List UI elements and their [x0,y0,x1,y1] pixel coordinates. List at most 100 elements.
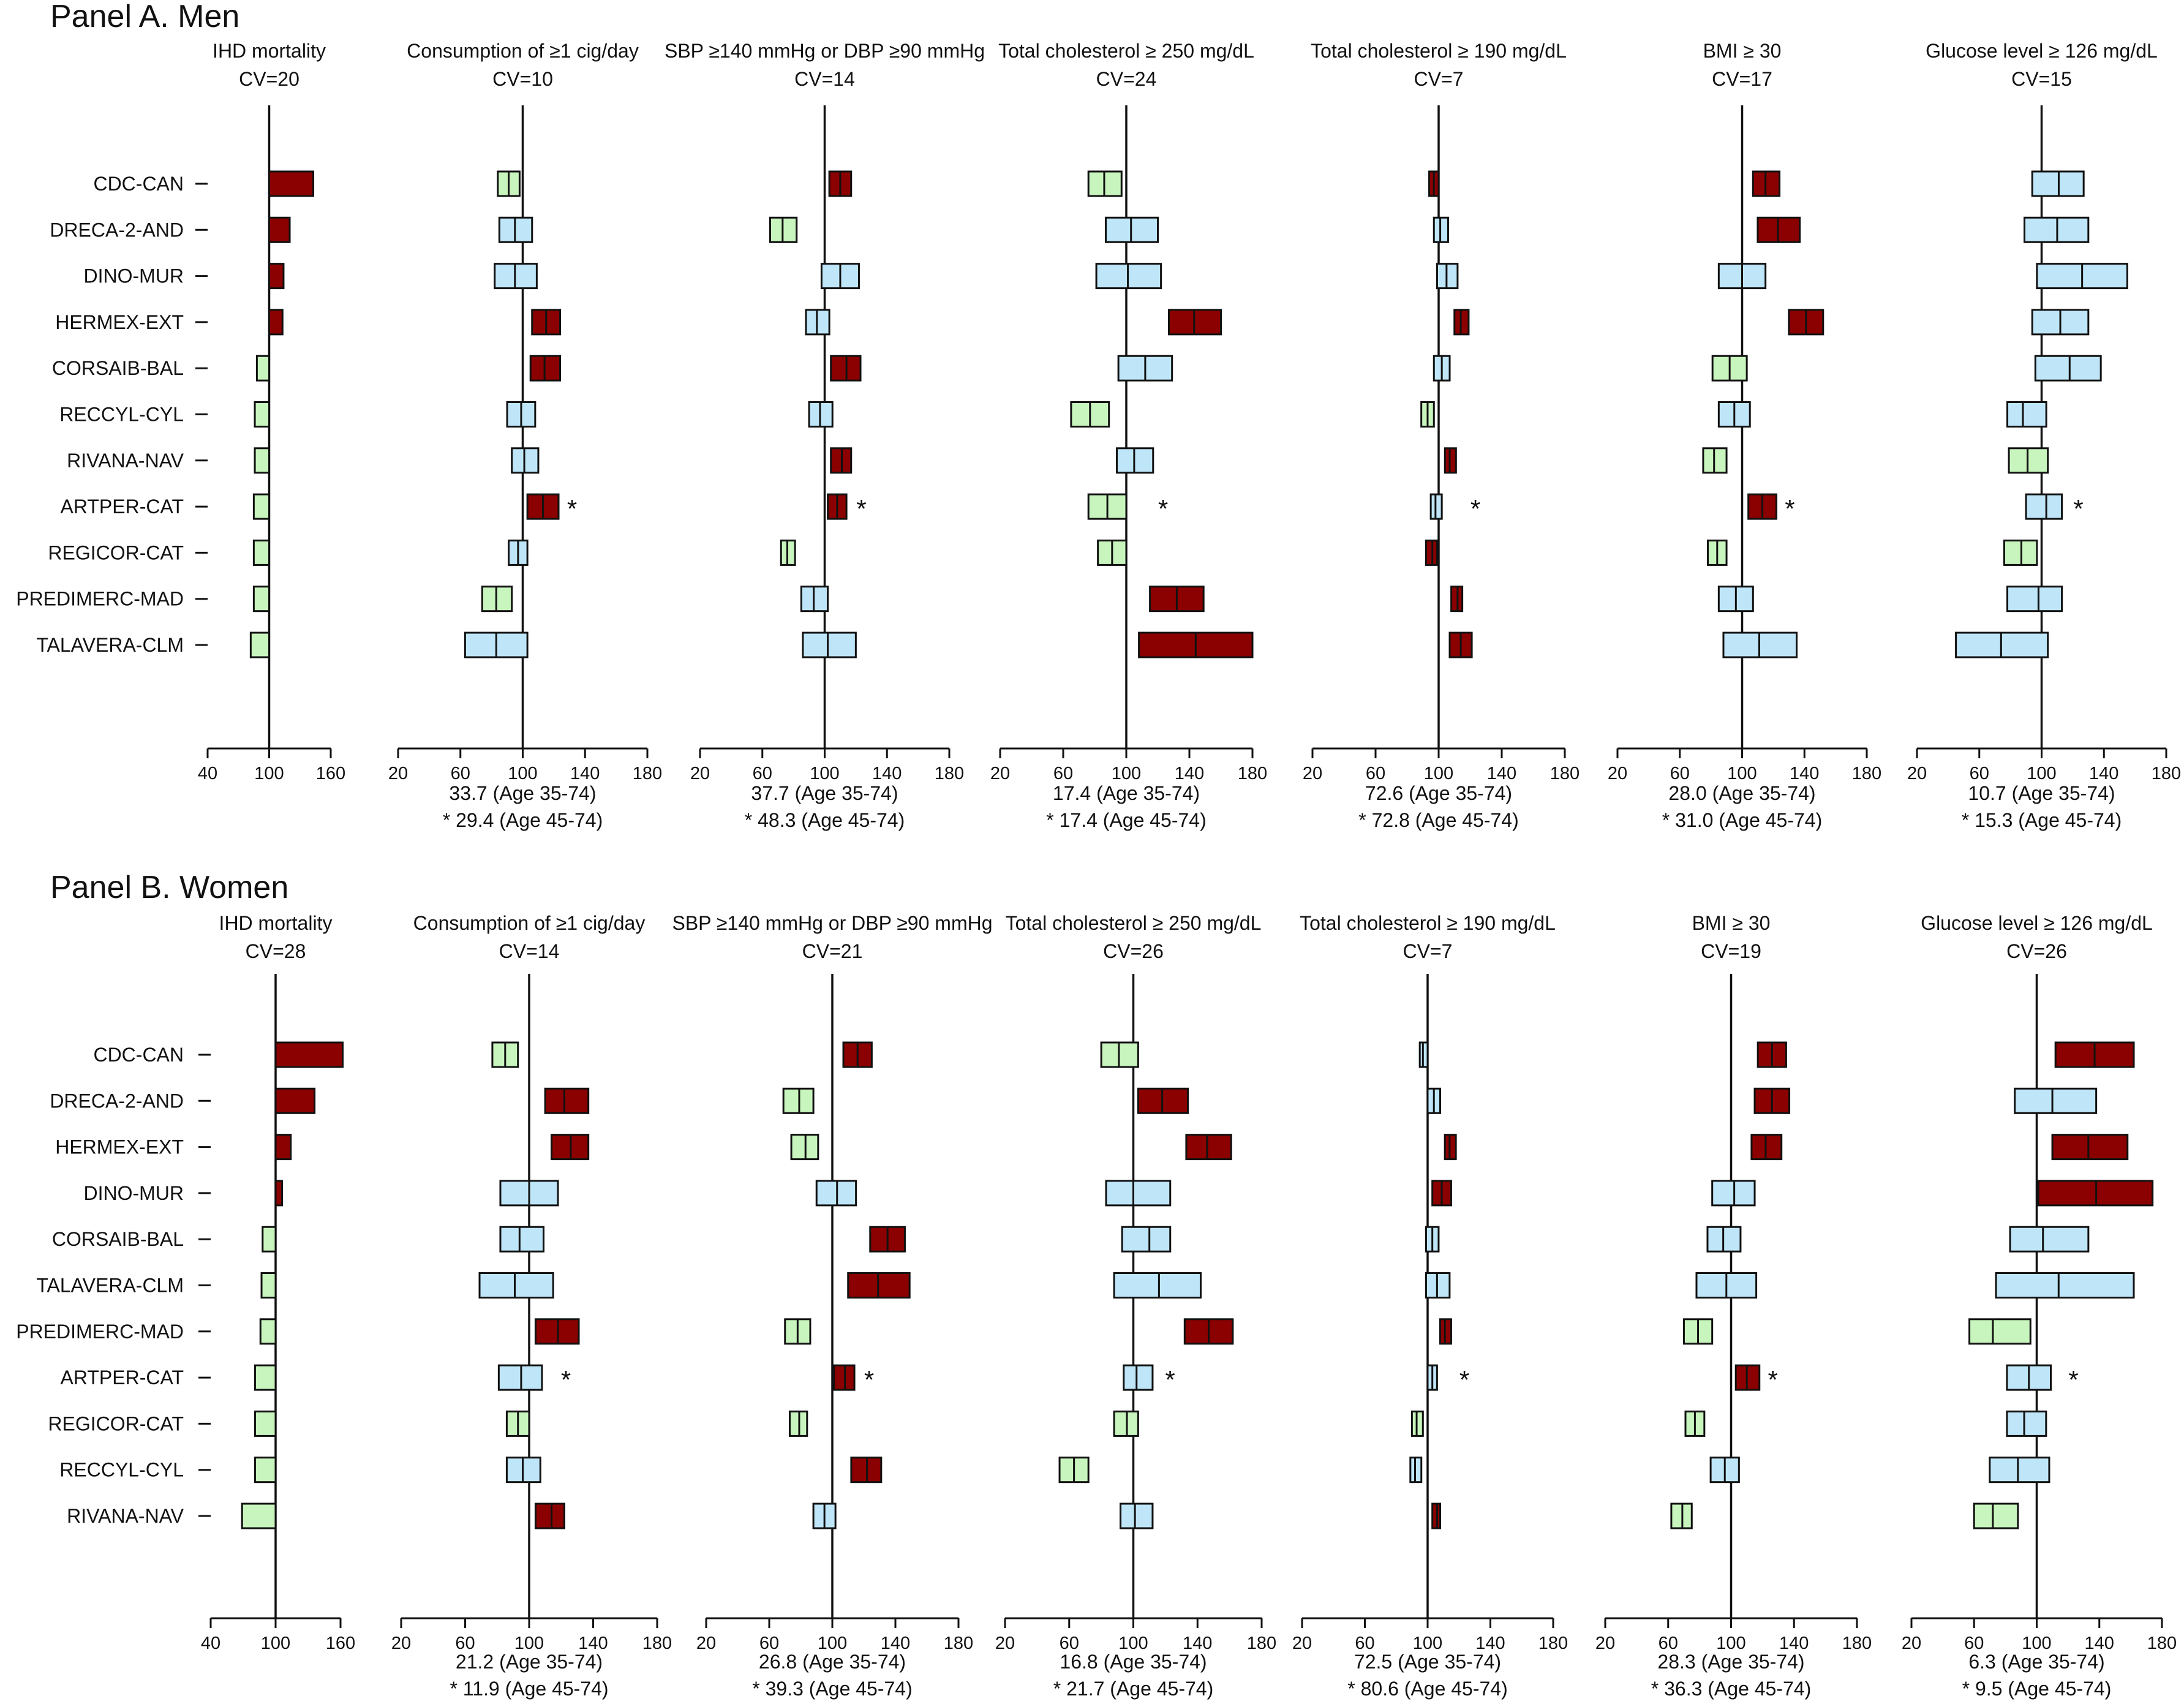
chart-1-men: IHD mortality CV=20 40 100 160 [195,40,345,783]
prevalence-note-45-74: * 17.4 (Age 45-74) [1046,809,1207,831]
bar-rivana-nav [254,447,270,474]
prevalence-note-35-74: 26.8 (Age 35-74) [759,1651,906,1673]
x-tick-label: 180 [1852,764,1881,783]
x-tick-label: 60 [1060,1634,1079,1653]
star-marker: * [1785,494,1794,523]
chart-title: IHD mortality [219,912,333,934]
x-tick-label: 140 [2085,1634,2114,1653]
x-tick-label: 60 [753,764,772,783]
chart-cv: CV=26 [2006,940,2067,962]
prevalence-note-45-74: * 39.3 (Age 45-74) [752,1678,913,1700]
prevalence-note-35-74: 10.7 (Age 35-74) [1968,782,2115,804]
x-tick-label: 100 [508,764,537,783]
row-label-artper-cat: ARTPER-CAT [61,1367,184,1389]
chart-2-women: Consumption of ≥1 cig/day CV=14 20 60 100 140… [391,912,672,1700]
x-tick-label: 180 [1550,764,1580,783]
x-tick-label: 160 [316,764,345,783]
bar-predimerc-mad [259,1318,277,1345]
x-tick-label: 60 [1366,764,1385,783]
bar-talavera-clm [1113,1272,1202,1299]
chart-3-men: SBP ≥140 mmHg or DBP ≥90 mmHg CV=14 20 60 10… [665,40,985,831]
row-label-talavera-clm: TALAVERA-CLM [36,1275,184,1297]
row-label-cdc-can: CDC-CAN [93,1044,184,1066]
row-label-reccyl-cyl: RECCYL-CYL [59,1459,184,1481]
x-tick-label: 20 [1608,764,1627,783]
x-tick-label: 140 [1487,764,1516,783]
chart-title: Total cholesterol ≥ 190 mg/dL [1311,40,1567,62]
bar-artper-cat [2025,493,2063,520]
bar-reccyl-cyl [254,401,270,428]
chart-cv: CV=28 [246,940,306,962]
row-label-corsaib-bal: CORSAIB-BAL [52,1228,184,1250]
chart-5-women: Total cholesterol ≥ 190 mg/dL CV=7 20 60 100… [1292,912,1568,1700]
x-tick-label: 100 [1716,1634,1745,1653]
prevalence-note-35-74: 21.2 (Age 35-74) [456,1651,603,1673]
x-tick-label: 20 [1907,764,1927,783]
bar-artper-cat [254,1364,277,1391]
bar-cdc-can [274,1041,344,1068]
bar-reccyl-cyl [254,1457,277,1483]
bar-talavera-clm [260,1272,277,1299]
chart-7-men: Glucose level ≥ 126 mg/dL CV=15 20 60 100 140… [1907,40,2181,831]
x-tick-label: 20 [696,1634,716,1653]
bar-predimerc-mad [252,586,270,613]
chart-4-women: Total cholesterol ≥ 250 mg/dL CV=26 20 60 10… [995,912,1276,1700]
x-tick-label: 100 [810,764,839,783]
prevalence-note-45-74: * 15.3 (Age 45-74) [1962,809,2122,831]
x-tick-label: 20 [990,764,1010,783]
chart-cv: CV=10 [492,68,553,90]
prevalence-note-45-74: * 80.6 (Age 45-74) [1347,1678,1508,1700]
chart-cv: CV=24 [1096,68,1157,90]
bar-dino-mur [1105,1180,1172,1207]
bar-artper-cat [1123,1364,1154,1391]
row-label-artper-cat: ARTPER-CAT [61,496,184,518]
chart-5-men: Total cholesterol ≥ 190 mg/dL CV=7 20 60 100… [1303,40,1580,831]
x-tick-label: 40 [201,1634,220,1653]
prevalence-note-45-74: * 48.3 (Age 45-74) [745,809,905,831]
prevalence-note-45-74: * 29.4 (Age 45-74) [443,809,603,831]
bar-talavera-clm [478,1272,554,1299]
bar-dino-mur [268,263,285,290]
panel-a: Panel A. Men CDC-CAN DRECA-2-AND DINO-MUR HE… [16,0,2181,831]
prevalence-note-35-74: 28.0 (Age 35-74) [1668,782,1815,804]
x-tick-label: 20 [1292,1634,1312,1653]
chart-cv: CV=26 [1103,940,1164,962]
x-tick-label: 180 [2147,1634,2177,1653]
prevalence-note-35-74: 6.3 (Age 35-74) [1968,1651,2104,1673]
chart-4-men: Total cholesterol ≥ 250 mg/dL CV=24 20 60 10… [990,40,1267,831]
star-marker: * [1459,1365,1469,1394]
bar-artper-cat [252,493,270,520]
x-tick-label: 180 [2152,764,2181,783]
prevalence-note-35-74: 28.3 (Age 35-74) [1657,1651,1804,1673]
x-tick-label: 100 [1727,764,1757,783]
row-label-corsaib-bal: CORSAIB-BAL [52,357,184,379]
x-tick-label: 60 [455,1634,475,1653]
row-label-dreca-2-and: DRECA-2-AND [50,1090,184,1112]
x-tick-label: 160 [326,1634,355,1653]
row-label-rivana-nav: RIVANA-NAV [67,450,184,472]
bar-hermex-ext [274,1134,292,1161]
x-tick-label: 180 [1238,764,1267,783]
bar-hermex-ext [2051,1134,2129,1161]
x-tick-label: 100 [2022,1634,2051,1653]
row-label-predimerc-mad: PREDIMERC-MAD [16,588,184,610]
prevalence-note-35-74: 33.7 (Age 35-74) [449,782,596,804]
x-tick-label: 60 [1964,1634,1984,1653]
x-tick-label: 20 [995,1634,1015,1653]
star-marker: * [561,1365,571,1394]
panel-title: Panel B. Women [50,870,288,905]
chart-6-men: BMI ≥ 30 CV=17 20 60 100 140 180 * 28.0 (Age 35-… [1608,40,1881,831]
chart-cv: CV=21 [802,940,863,962]
chart-cv: CV=14 [794,68,855,90]
bar-regicor-cat [2006,1410,2047,1437]
star-marker: * [1158,494,1168,523]
chart-title: SBP ≥140 mmHg or DBP ≥90 mmHg [665,40,985,62]
chart-cv: CV=7 [1414,68,1464,90]
x-tick-label: 140 [1790,764,1819,783]
bar-hermex-ext [268,309,284,336]
row-label-regicor-cat: REGICOR-CAT [48,1412,184,1434]
prevalence-note-35-74: 72.6 (Age 35-74) [1365,782,1512,804]
x-tick-label: 20 [1902,1634,1921,1653]
x-tick-label: 60 [1355,1634,1374,1653]
x-tick-label: 100 [1424,764,1453,783]
